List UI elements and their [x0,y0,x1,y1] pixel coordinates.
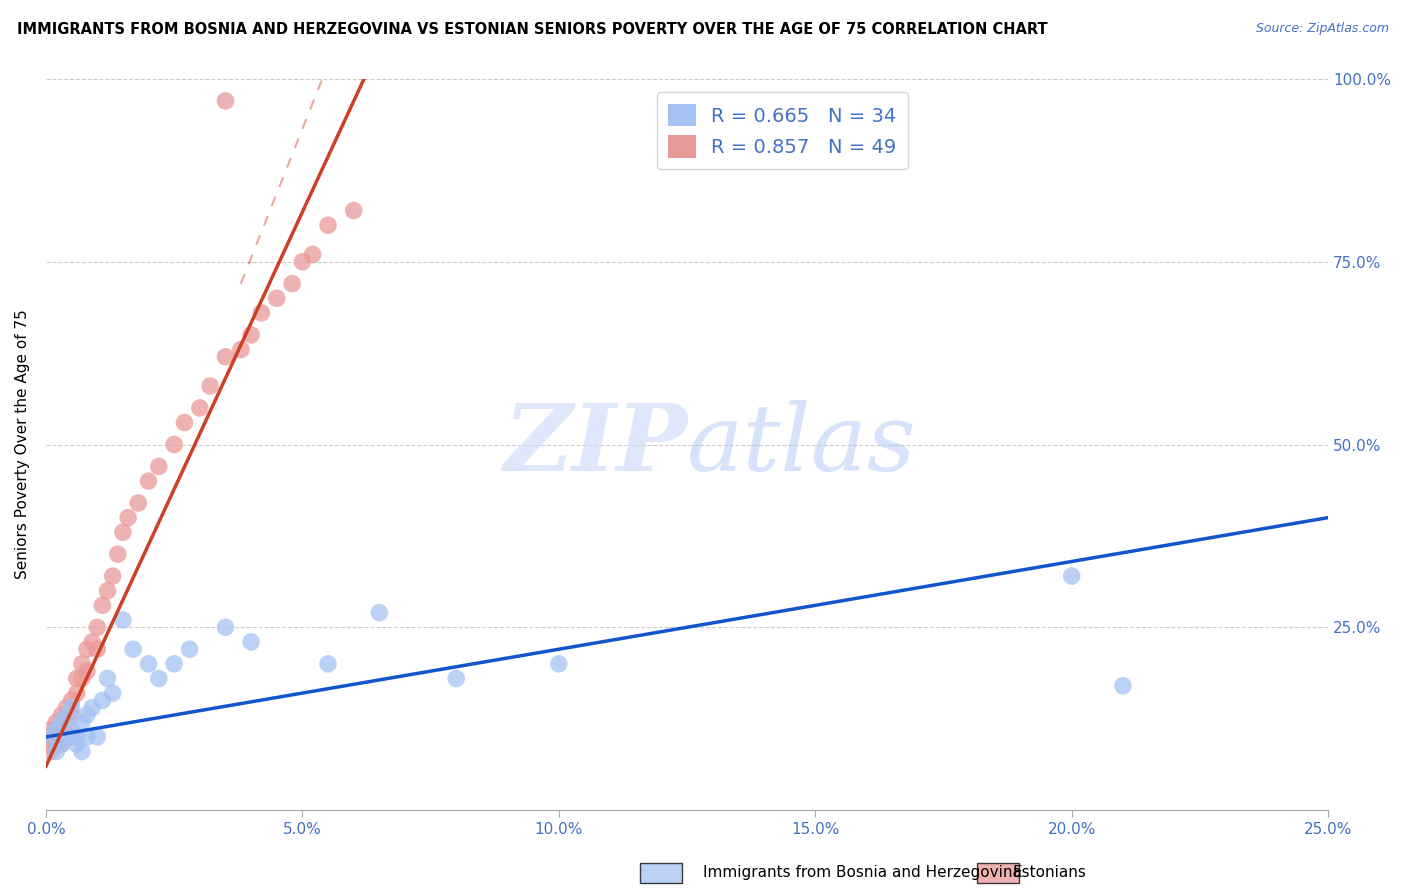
Point [179,642,201,657]
Point [547,657,569,671]
Point [173,416,195,430]
Point [1060,569,1083,583]
Point [240,327,263,342]
Point [55,730,77,744]
Point [51,708,73,723]
Point [368,606,391,620]
Point [101,569,124,583]
Text: Immigrants from Bosnia and Herzegovina: Immigrants from Bosnia and Herzegovina [703,865,1022,880]
Point [51,730,73,744]
Point [60,693,83,707]
Point [148,459,170,474]
Point [45,715,67,730]
Point [45,723,67,737]
Point [76,708,98,723]
Point [38,737,60,751]
Point [96,583,118,598]
Point [39,730,62,744]
Point [316,218,339,232]
Point [70,672,93,686]
Point [138,657,160,671]
Point [91,693,114,707]
Point [66,686,89,700]
Point [70,715,93,730]
Point [66,672,89,686]
Point [51,715,73,730]
Point [214,94,236,108]
Point [266,291,288,305]
Point [39,723,62,737]
Point [51,737,73,751]
Point [82,700,104,714]
Point [76,730,98,744]
Point [55,715,77,730]
Point [91,599,114,613]
Point [60,723,83,737]
Point [60,730,83,744]
Point [66,730,89,744]
Point [111,525,134,540]
Point [66,737,89,751]
Point [240,635,263,649]
Point [101,686,124,700]
Point [250,306,273,320]
Y-axis label: Seniors Poverty Over the Age of 75: Seniors Poverty Over the Age of 75 [15,310,30,580]
Point [39,730,62,744]
Point [188,401,211,415]
Point [60,708,83,723]
Point [214,620,236,634]
Text: atlas: atlas [688,400,917,490]
Point [76,642,98,657]
Point [51,737,73,751]
Point [86,642,108,657]
Point [55,708,77,723]
Text: Source: ZipAtlas.com: Source: ZipAtlas.com [1256,22,1389,36]
Point [163,657,186,671]
Point [39,745,62,759]
Point [45,737,67,751]
Point [343,203,366,218]
Point [60,700,83,714]
Point [55,730,77,744]
Point [148,672,170,686]
Text: IMMIGRANTS FROM BOSNIA AND HERZEGOVINA VS ESTONIAN SENIORS POVERTY OVER THE AGE : IMMIGRANTS FROM BOSNIA AND HERZEGOVINA V… [17,22,1047,37]
Text: ZIP: ZIP [503,400,688,490]
Point [117,510,139,524]
Point [198,379,221,393]
Point [229,343,252,357]
Text: Estonians: Estonians [1012,865,1087,880]
Point [291,254,314,268]
Point [96,672,118,686]
Point [214,350,236,364]
Point [122,642,145,657]
Point [301,247,323,261]
Legend: R = 0.665   N = 34, R = 0.857   N = 49: R = 0.665 N = 34, R = 0.857 N = 49 [657,93,908,169]
Point [86,620,108,634]
Point [45,723,67,737]
Point [107,547,129,561]
Point [45,745,67,759]
Point [111,613,134,627]
Point [127,496,149,510]
Point [1112,679,1135,693]
Point [138,474,160,488]
Point [55,700,77,714]
Point [70,657,93,671]
Point [446,672,468,686]
Point [70,745,93,759]
Point [316,657,339,671]
Point [86,730,108,744]
Point [281,277,304,291]
Point [82,635,104,649]
Point [76,664,98,678]
Point [163,437,186,451]
